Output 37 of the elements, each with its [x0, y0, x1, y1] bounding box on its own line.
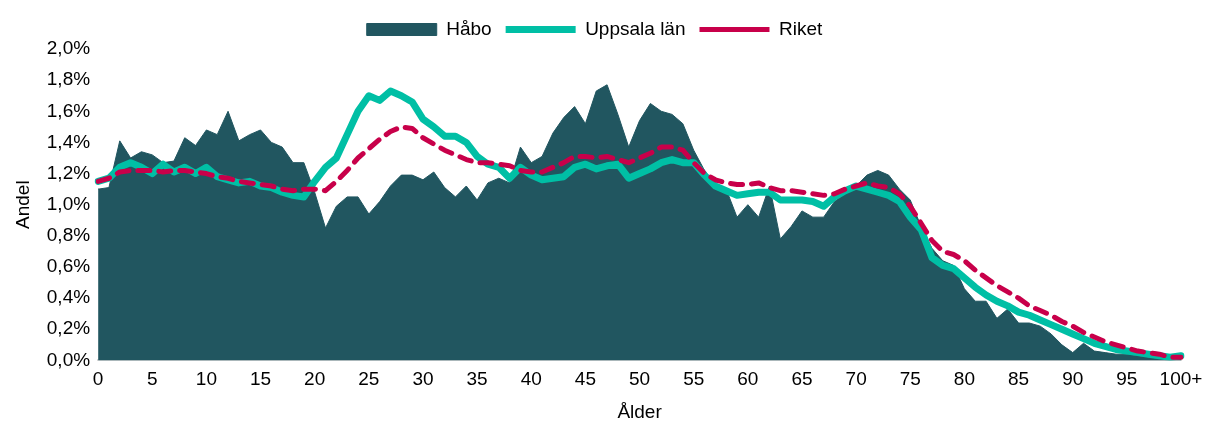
y-tick-label: 2,0%	[46, 37, 91, 59]
x-tick-label: 15	[249, 368, 272, 390]
x-tick-label: 0	[92, 368, 104, 390]
x-tick-label: 85	[1008, 368, 1030, 390]
x-tick-label: 50	[628, 368, 651, 390]
y-tick-label: 0,2%	[46, 317, 91, 339]
legend-label: Riket	[778, 17, 823, 39]
x-tick-label: 30	[412, 368, 434, 390]
x-tick-label: 100+	[1159, 368, 1203, 390]
y-tick-label: 0,8%	[46, 224, 91, 246]
x-tick-label: 75	[899, 368, 921, 390]
x-tick-label: 60	[737, 368, 759, 390]
x-tick-label: 10	[195, 368, 217, 390]
x-tick-label: 5	[146, 368, 158, 390]
x-tick-label: 95	[1116, 368, 1138, 390]
x-tick-label: 90	[1062, 368, 1084, 390]
y-axis-title: Andel	[11, 180, 33, 229]
legend-label: Uppsala län	[585, 17, 686, 39]
y-tick-label: 1,0%	[46, 192, 91, 214]
y-tick-label: 1,2%	[46, 161, 91, 183]
y-tick-label: 1,6%	[46, 99, 91, 121]
x-tick-label: 35	[466, 368, 488, 390]
x-tick-label: 40	[520, 368, 542, 390]
y-tick-label: 0,6%	[46, 255, 91, 277]
x-tick-label: 20	[304, 368, 326, 390]
y-tick-label: 0,4%	[46, 286, 91, 308]
x-tick-label: 45	[574, 368, 596, 390]
y-tick-label: 1,8%	[46, 68, 91, 90]
x-tick-label: 25	[358, 368, 380, 390]
x-tick-label: 70	[845, 368, 867, 390]
x-tick-label: 80	[953, 368, 975, 390]
x-axis-title: Ålder	[617, 400, 663, 422]
x-tick-label: 65	[791, 368, 813, 390]
legend-label: Håbo	[446, 17, 492, 39]
y-tick-label: 0,0%	[46, 348, 91, 370]
x-tick-label: 55	[683, 368, 705, 390]
y-tick-label: 1,4%	[46, 130, 91, 152]
